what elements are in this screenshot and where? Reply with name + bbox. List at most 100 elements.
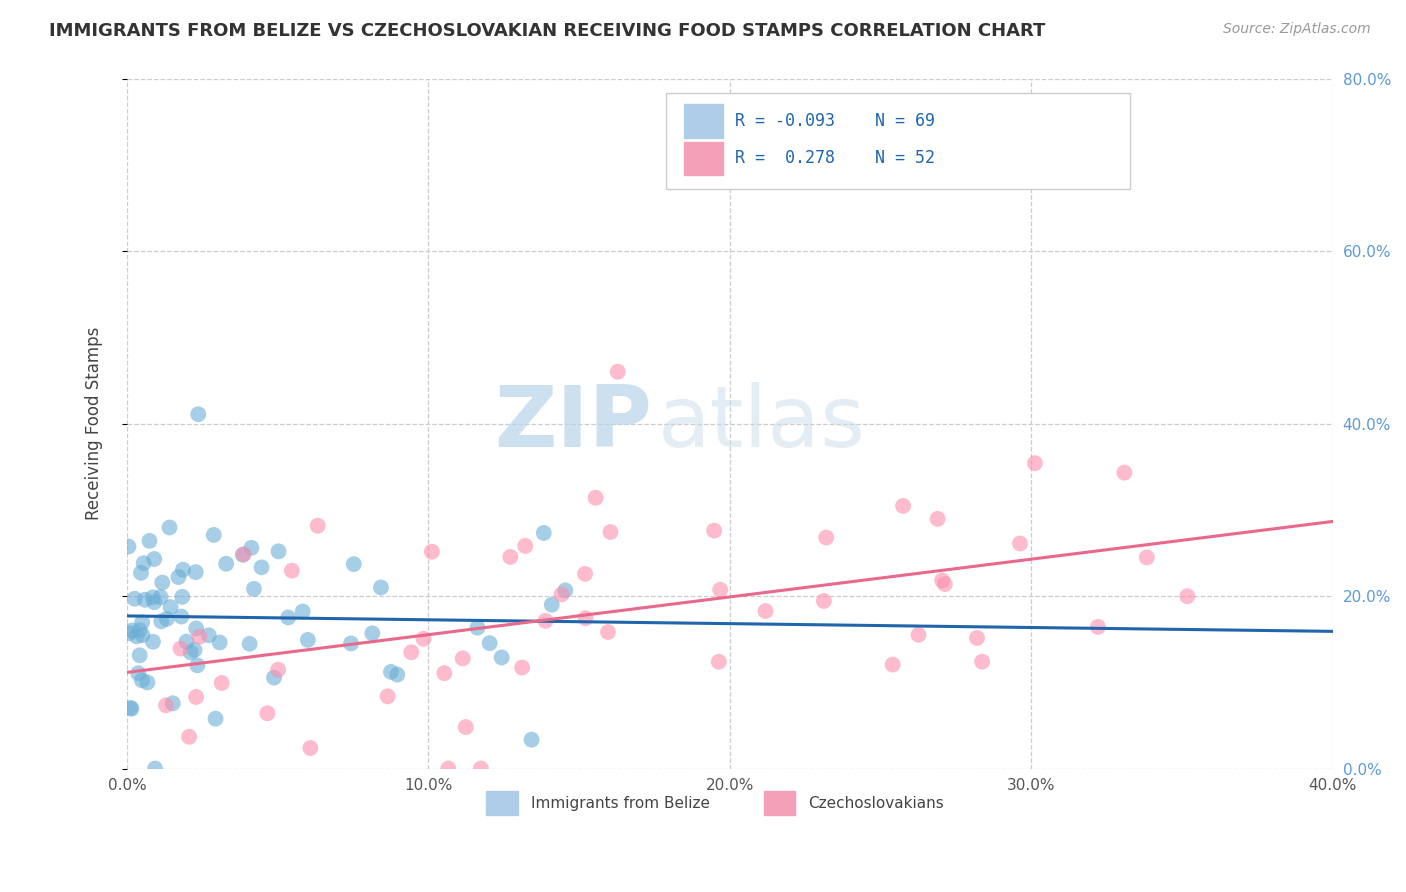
Point xyxy=(170,609,193,624)
Y-axis label: Receiving Food Stamps: Receiving Food Stamps xyxy=(86,327,103,520)
Point xyxy=(150,575,173,590)
Point xyxy=(131,673,153,688)
Point xyxy=(491,650,513,665)
Point xyxy=(156,612,179,626)
Point xyxy=(387,667,409,681)
Point xyxy=(277,610,299,624)
Point xyxy=(299,741,322,756)
Point xyxy=(134,592,156,607)
Point xyxy=(370,581,392,595)
Point xyxy=(433,666,456,681)
Point xyxy=(599,524,621,539)
Text: R =  0.278    N = 52: R = 0.278 N = 52 xyxy=(735,149,935,168)
Point xyxy=(184,690,207,704)
Point xyxy=(1024,456,1046,470)
Point xyxy=(934,577,956,591)
Point xyxy=(169,641,191,656)
Point xyxy=(510,660,533,674)
Point xyxy=(574,566,596,581)
Point xyxy=(180,645,202,659)
Point xyxy=(176,634,198,648)
Text: Czechoslovakians: Czechoslovakians xyxy=(808,796,943,811)
Point xyxy=(297,632,319,647)
Point xyxy=(420,544,443,558)
Point xyxy=(454,720,477,734)
Point xyxy=(250,560,273,574)
Point xyxy=(202,528,225,542)
Point xyxy=(340,636,363,650)
Point xyxy=(150,615,173,629)
Point xyxy=(138,533,160,548)
Point xyxy=(121,624,143,638)
Point xyxy=(412,632,434,646)
Point xyxy=(142,634,165,648)
Point xyxy=(211,676,233,690)
Point xyxy=(533,526,555,541)
Point xyxy=(131,628,153,642)
Point xyxy=(208,635,231,649)
Point xyxy=(1114,466,1136,480)
Point xyxy=(467,621,489,635)
Point xyxy=(131,615,153,630)
Point xyxy=(183,643,205,657)
Point xyxy=(120,702,142,716)
Point xyxy=(307,518,329,533)
Text: Source: ZipAtlas.com: Source: ZipAtlas.com xyxy=(1223,22,1371,37)
Point xyxy=(204,712,226,726)
Point xyxy=(127,666,149,681)
Point xyxy=(215,557,238,571)
Point xyxy=(117,540,139,554)
Point xyxy=(186,658,208,673)
Point xyxy=(437,762,460,776)
Point xyxy=(263,671,285,685)
Point xyxy=(128,624,150,638)
Point xyxy=(815,531,838,545)
Point xyxy=(243,582,266,596)
Point xyxy=(540,598,562,612)
Point xyxy=(184,565,207,579)
FancyBboxPatch shape xyxy=(685,142,723,175)
Point xyxy=(499,549,522,564)
Point xyxy=(179,730,201,744)
FancyBboxPatch shape xyxy=(685,104,723,137)
Point xyxy=(187,407,209,421)
Point xyxy=(515,539,537,553)
Point xyxy=(550,587,572,601)
Point xyxy=(907,628,929,642)
Point xyxy=(159,600,181,615)
Point xyxy=(256,706,278,721)
Point xyxy=(882,657,904,672)
FancyBboxPatch shape xyxy=(666,93,1130,189)
Point xyxy=(267,663,290,677)
Text: atlas: atlas xyxy=(658,383,866,466)
Point xyxy=(1087,620,1109,634)
Point xyxy=(755,604,778,618)
Point xyxy=(239,637,262,651)
FancyBboxPatch shape xyxy=(486,791,517,814)
Point xyxy=(520,732,543,747)
Point xyxy=(554,583,576,598)
Point xyxy=(142,591,165,605)
Text: IMMIGRANTS FROM BELIZE VS CZECHOSLOVAKIAN RECEIVING FOOD STAMPS CORRELATION CHAR: IMMIGRANTS FROM BELIZE VS CZECHOSLOVAKIA… xyxy=(49,22,1046,40)
Point xyxy=(281,564,304,578)
Point xyxy=(267,544,290,558)
Point xyxy=(343,557,366,571)
Point xyxy=(931,574,953,588)
Point xyxy=(143,552,166,566)
Point xyxy=(1008,536,1031,550)
Point xyxy=(813,594,835,608)
Point xyxy=(186,622,208,636)
Point xyxy=(1136,550,1159,565)
Point xyxy=(232,548,254,562)
Point xyxy=(596,625,619,640)
Point xyxy=(197,628,219,642)
Point xyxy=(703,524,725,538)
Point xyxy=(574,611,596,625)
Point xyxy=(1175,589,1198,603)
Point xyxy=(972,655,994,669)
Point xyxy=(470,762,492,776)
Point xyxy=(891,499,914,513)
Point xyxy=(606,365,628,379)
Point xyxy=(707,655,730,669)
Point xyxy=(399,645,422,659)
